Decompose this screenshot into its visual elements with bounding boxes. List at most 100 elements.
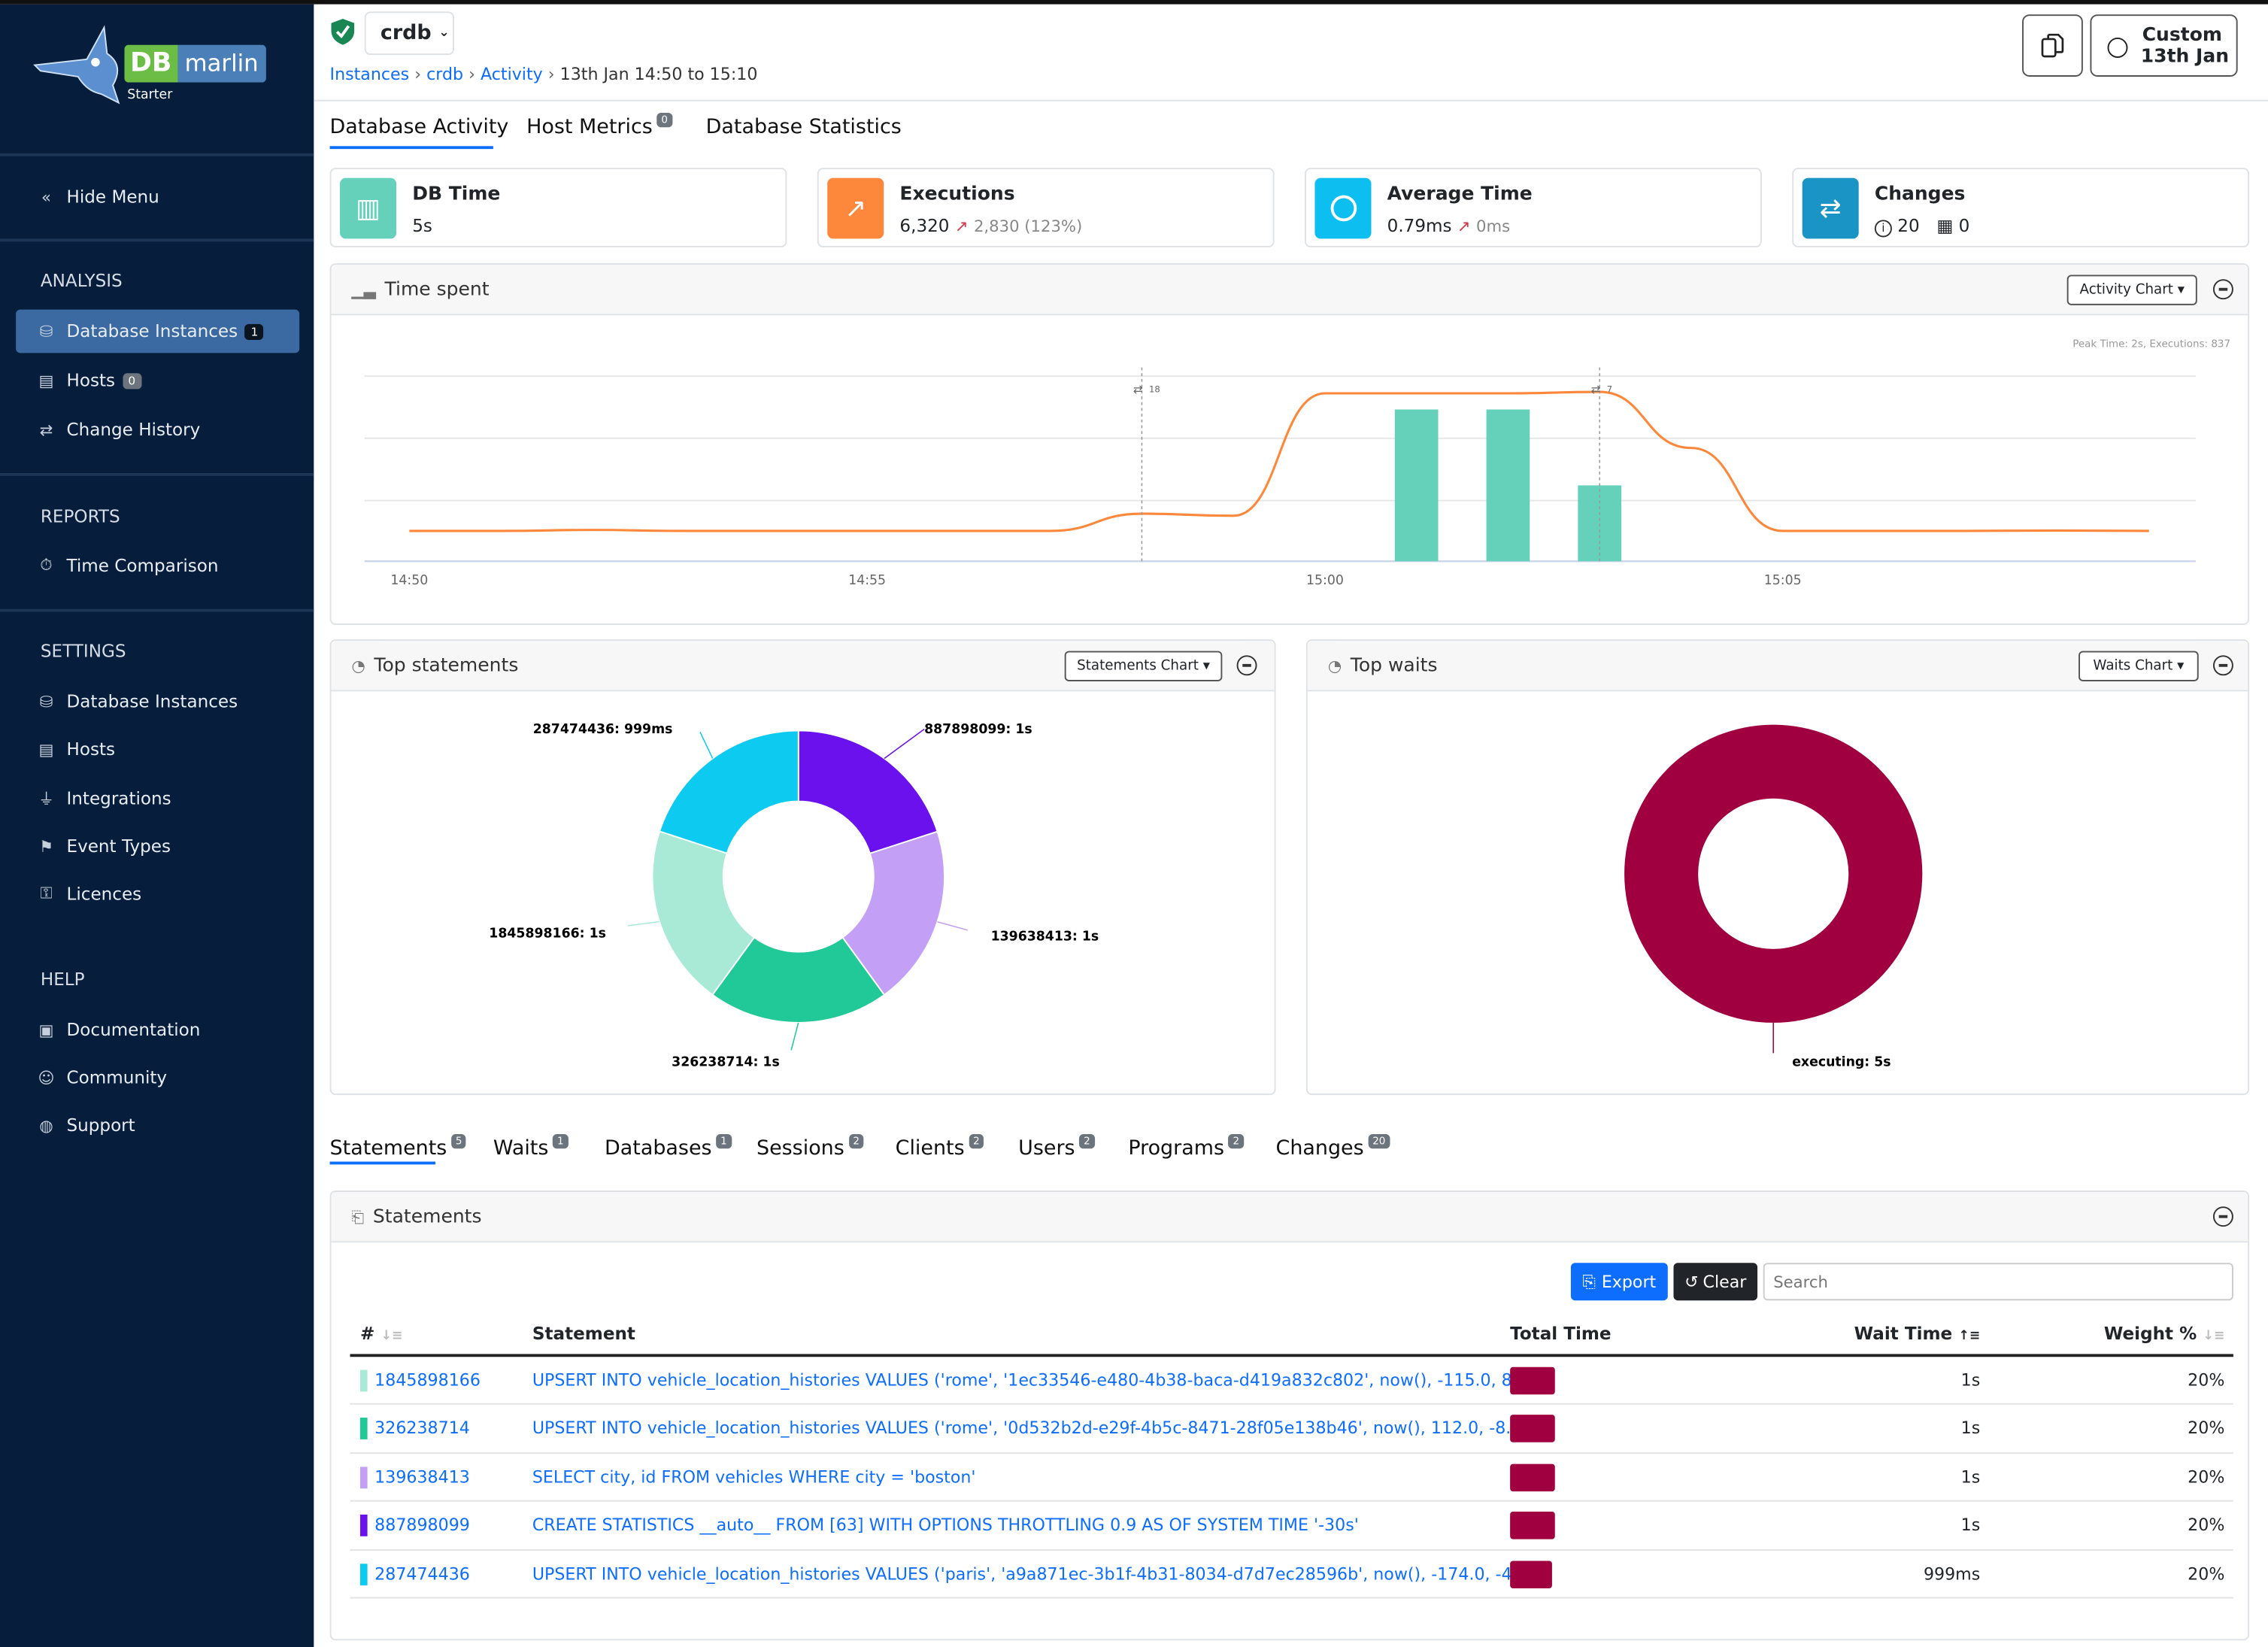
slice-connector [884,728,925,760]
undo-icon: ↺ [1684,1271,1699,1292]
sidebar-item-event-types[interactable]: ⚑ Event Types [16,824,299,868]
tab-users[interactable]: Users 2 [1018,1134,1095,1160]
kpi-db-time: ▥ DB Time 5s [329,168,787,247]
col-id[interactable]: # ↓≡ [360,1324,402,1344]
tab-label: Database Activity [329,115,509,139]
statement-text-link[interactable]: CREATE STATISTICS __auto__ FROM [63] WIT… [532,1515,1359,1536]
tab-label: Waits [493,1136,549,1160]
statement-text-link[interactable]: UPSERT INTO vehicle_location_histories V… [532,1369,1545,1391]
tab-sessions[interactable]: Sessions 2 [757,1134,864,1160]
panel-title: Top waits [1350,655,1438,678]
table-row[interactable]: 139638413 SELECT city, id FROM vehicles … [350,1454,2233,1502]
statement-text-link[interactable]: UPSERT INTO vehicle_location_histories V… [532,1418,1529,1439]
tab-statements[interactable]: Statements 5 [329,1134,467,1160]
kpi-executions: ↗ Executions 6,320 ↗ 2,830 (123%) [817,168,1275,247]
statement-text-link[interactable]: SELECT city, id FROM vehicles WHERE city… [532,1467,976,1487]
wait-time: 1s [1960,1515,1981,1536]
section-help: HELP [40,969,85,990]
sidebar-item-settings-database-instances[interactable]: ⛁ Database Instances [16,680,299,723]
instance-dropdown[interactable]: crdb ⌄ [364,11,454,56]
export-icon: ⎘ [1582,1270,1596,1291]
sidebar-item-label: Community [66,1067,168,1088]
wait-time: 1s [1960,1467,1981,1487]
active-tab-indicator [329,146,493,150]
donut-slice [841,830,945,996]
breadcrumb-instances[interactable]: Instances [329,63,410,84]
statement-id-link[interactable]: 887898099 [374,1515,470,1536]
sort-asc-icon: ↑≡ [1958,1329,1981,1344]
column-label: Weight % [2103,1324,2197,1344]
clock-icon [2107,38,2128,58]
collapse-icon[interactable] [2212,279,2233,300]
statement-text-link[interactable]: UPSERT INTO vehicle_location_histories V… [532,1563,1545,1584]
kpi-value: 6,320 [899,215,950,236]
tab-label: Statements [329,1136,447,1160]
statement-id-link[interactable]: 287474436 [374,1563,470,1584]
sidebar-item-label: Database Instances [66,691,238,712]
tab-changes[interactable]: Changes 20 [1276,1134,1390,1160]
col-wait-time[interactable]: Wait Time ↑≡ [1854,1324,1981,1344]
statement-id-link[interactable]: 326238714 [374,1418,470,1439]
sidebar-item-database-instances[interactable]: ⛁ Database Instances 1 [16,309,300,353]
panel-title: Top statements [374,655,519,678]
sidebar-item-label: Documentation [66,1020,201,1040]
table-row[interactable]: 1845898166 UPSERT INTO vehicle_location_… [350,1357,2233,1406]
activity-chart-dropdown[interactable]: Activity Chart ▾ [2066,274,2197,305]
sidebar-item-documentation[interactable]: ▣ Documentation [16,1009,299,1052]
col-weight[interactable]: Weight % ↓≡ [2104,1324,2224,1344]
sidebar-item-settings-hosts[interactable]: ▤ Hosts [16,728,299,772]
table-row[interactable]: 887898099 CREATE STATISTICS __auto__ FRO… [350,1502,2233,1551]
slice-connector [937,921,969,931]
count-badge: 2 [1079,1134,1095,1149]
time-range-date: 13th Jan [2140,46,2230,68]
clear-button[interactable]: ↺ Clear [1673,1263,1758,1301]
tab-host-metrics[interactable]: Host Metrics 0 [526,113,672,139]
collapse-icon[interactable] [2212,1206,2233,1227]
copy-button[interactable] [2022,14,2083,77]
slice-label: executing: 5s [1792,1055,1891,1070]
sidebar-item-support[interactable]: ◍ Support [16,1104,299,1148]
top-statements-panel: ◔ Top statements Statements Chart ▾ 88789… [329,639,1276,1096]
tab-programs[interactable]: Programs 2 [1128,1134,1244,1160]
tab-waits[interactable]: Waits 1 [493,1134,569,1160]
hide-menu-button[interactable]: « Hide Menu [16,175,299,219]
export-button[interactable]: ⎘ Export [1570,1263,1668,1301]
logo[interactable]: DB marlin Starter [29,22,266,108]
tab-database-activity[interactable]: Database Activity [330,116,509,139]
time-range-button[interactable]: Custom 13th Jan [2090,14,2238,77]
chart-icon: ▁▃ [351,281,376,300]
slice-label: 887898099: 1s [924,722,1032,737]
tab-databases[interactable]: Databases 1 [605,1134,732,1160]
collapse-icon[interactable] [1236,655,1257,676]
sidebar-item-integrations[interactable]: ⏚ Integrations [16,777,299,820]
weight-percent: 20% [2188,1515,2225,1536]
donut-slice [711,936,886,1024]
sidebar-item-hosts[interactable]: ▤ Hosts 0 [16,359,299,402]
statements-table: # ↓≡ Statement Total Time Wait Time ↑≡ W… [350,1319,2233,1599]
statements-chart-dropdown[interactable]: Statements Chart ▾ [1064,651,1223,681]
sidebar-item-label: Integrations [66,788,171,809]
waits-chart-dropdown[interactable]: Waits Chart ▾ [2078,651,2199,681]
sidebar: DB marlin Starter « Hide Menu ANALYSIS ⛁ D… [0,4,314,1647]
time-range-label: Custom [2142,24,2222,47]
table-row[interactable]: 326238714 UPSERT INTO vehicle_location_h… [350,1405,2233,1454]
col-statement[interactable]: Statement [532,1324,635,1344]
total-time-bar [1510,1415,1555,1443]
table-row[interactable]: 287474436 UPSERT INTO vehicle_location_h… [350,1550,2233,1599]
col-total-time[interactable]: Total Time [1510,1324,1612,1344]
statement-id-link[interactable]: 1845898166 [374,1369,481,1391]
sidebar-item-licences[interactable]: ⚿ Licences [16,872,299,916]
statement-id-link[interactable]: 139638413 [374,1467,470,1487]
sidebar-item-community[interactable]: ☺ Community [16,1056,299,1100]
dropdown-label: Waits Chart [2093,658,2173,675]
breadcrumb-crdb[interactable]: crdb [426,63,464,84]
sidebar-item-time-comparison[interactable]: ⏱ Time Comparison [16,544,299,587]
search-input[interactable] [1763,1263,2233,1301]
tab-database-statistics[interactable]: Database Statistics [706,116,902,139]
sidebar-item-change-history[interactable]: ⇄ Change History [16,408,299,451]
tab-clients[interactable]: Clients 2 [896,1134,984,1160]
pie-chart-icon: ◔ [351,657,365,676]
breadcrumb-activity[interactable]: Activity [480,63,543,84]
section-settings: SETTINGS [40,641,126,662]
collapse-icon[interactable] [2212,655,2233,676]
